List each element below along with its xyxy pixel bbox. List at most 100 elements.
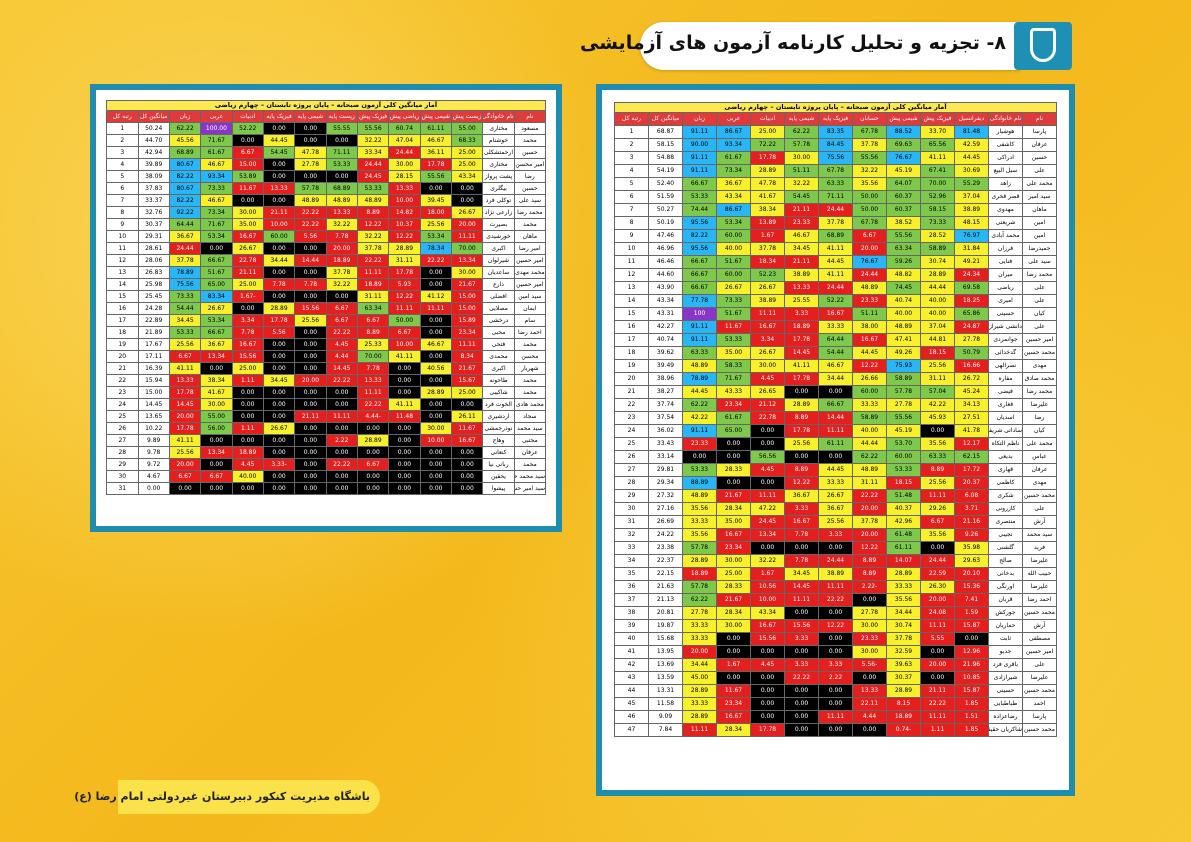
column-header: فیزیک پایه [818,112,853,126]
table-cell: 0.00 [750,645,785,659]
table-cell: 90.00 [682,138,717,152]
table-cell: 19.87 [648,619,683,633]
table-row: ایمان مصلایی 15.00 11.11 11.11 63.34 6.67 15.56… [106,302,547,315]
table-cell: 33 [614,541,649,555]
table-cell: 7 [614,203,649,217]
table-cell: علی [1022,164,1057,178]
table-cell: 6.67 [852,229,887,243]
table-cell: 0.00 [200,362,233,375]
table-cell: 45 [614,697,649,711]
table-row: محمد طاحونه 15.67 0.00 0.00 13.33 22.22 20.00 34… [106,374,547,387]
table-cell: 65.00 [716,424,751,438]
table-cell: 12.22 [818,619,853,633]
table-cell: 17 [614,333,649,347]
table-cell: 36.67 [200,338,233,351]
table-cell: 0.00 [294,350,327,363]
table-cell: 3.33 [818,528,853,542]
table-cell: 67.78 [852,125,887,139]
table-cell: 38.89 [750,294,785,308]
table-cell: فیضی [988,385,1023,399]
table-row: علیرضا شیرازادی 10.85 0.00 30.37 0.00 2.22 22.2… [614,671,1057,685]
table-cell: محمد رضا [1022,385,1057,399]
table-cell: 11.48 [388,410,421,423]
table-row: مصطفی ثابت 0.00 5.55 37.78 23.33 0.00 3.33 15.56… [614,632,1057,646]
right-table-title: آمار میانگین کلی آزمون صبحانه – پایان پر… [614,102,1057,113]
table-cell: 44.45 [852,346,887,360]
table-cell: 3.33 [784,658,819,672]
table-cell: 27.78 [294,158,327,171]
table-cell: 25.00 [450,386,484,399]
table-cell: 38.96 [648,372,683,386]
table-cell: 37.78 [818,216,853,230]
table-cell: 41 [614,645,649,659]
table-cell: 53.33 [356,182,390,195]
table-cell: 36 [614,580,649,594]
table-cell: 0.00 [325,422,358,435]
table-cell: 69.63 [886,138,921,152]
table-cell: 30.00 [450,266,484,279]
table-cell: 11.11 [818,424,853,438]
table-cell: 29 [614,489,649,503]
table-cell: 41.11 [168,362,202,375]
table-cell: امیری [988,294,1023,308]
table-cell: 24 [614,424,649,438]
table-cell: 13.34 [450,254,484,267]
table-cell: 24.44 [168,242,202,255]
table-cell: 14.45 [325,362,358,375]
table-cell: 0.00 [294,422,327,435]
table-cell: 74.44 [682,203,717,217]
table-cell: سید محمد [1022,528,1057,542]
table-cell: 53.89 [231,170,264,183]
table-cell: 0.00 [784,697,819,711]
table-cell: 22.78 [231,254,264,267]
table-cell: 37.83 [137,182,170,195]
table-cell: 18.89 [682,567,717,581]
table-cell: جورکش [988,606,1023,620]
table-cell: 13.34 [750,528,785,542]
table-cell: 22.22 [294,206,327,219]
table-cell: 0.00 [450,398,484,411]
table-cell: 63.34 [356,302,390,315]
table-cell: 0.00 [750,684,785,698]
school-logo [1014,22,1072,70]
table-cell: 15.87 [954,619,989,633]
table-cell: 7.78 [262,278,296,291]
table-cell: 0.00 [262,386,296,399]
table-cell: 55.00 [200,410,233,423]
table-cell: 11.11 [419,302,452,315]
table-cell: 62.22 [784,125,819,139]
table-cell: 66.67 [682,268,717,282]
table-cell: 0.00 [852,671,887,685]
table-cell: 24.44 [818,554,853,568]
table-cell: مهدی [1022,359,1057,373]
table-cell: سید امین [513,290,547,303]
table-cell: 48.82 [886,268,921,282]
table-cell: 33.33 [886,580,921,594]
table-cell: 0.00 [294,470,327,483]
table-cell: 26.67 [750,346,785,360]
table-cell: 51.11 [784,164,819,178]
table-cell: هوشیار [988,125,1023,139]
table-cell: طاحونه [482,374,515,387]
table-cell: ریاضی [988,281,1023,295]
table-cell: سید محمد حسین [513,470,547,483]
table-cell: 11.11 [356,386,390,399]
table-cell: 0.00 [419,470,452,483]
table-cell: 0.00 [784,710,819,724]
table-cell: 55.56 [356,122,390,135]
table-cell: 73.33 [200,182,233,195]
table-row: عرفان کاشفی 42.59 65.56 69.63 37.78 84.45 57.78… [614,138,1057,152]
table-cell: 0.00 [325,470,358,483]
table-cell: عرفان [513,446,547,459]
table-cell: 2 [106,134,139,147]
table-cell: فتحی [482,338,515,351]
table-cell: 32.22 [325,218,358,231]
table-cell: علیرضا [1022,398,1057,412]
table-row: امیر حسین شیرلوان 13.34 22.22 31.11 22.22 18.8… [106,254,547,267]
table-cell: 5.56 [262,326,296,339]
table-cell: 0.00 [262,170,296,183]
table-cell: 43.34 [450,170,484,183]
table-cell: 66.67 [200,254,233,267]
table-cell: عرفان [1022,463,1057,477]
table-cell: 25.00 [450,146,484,159]
